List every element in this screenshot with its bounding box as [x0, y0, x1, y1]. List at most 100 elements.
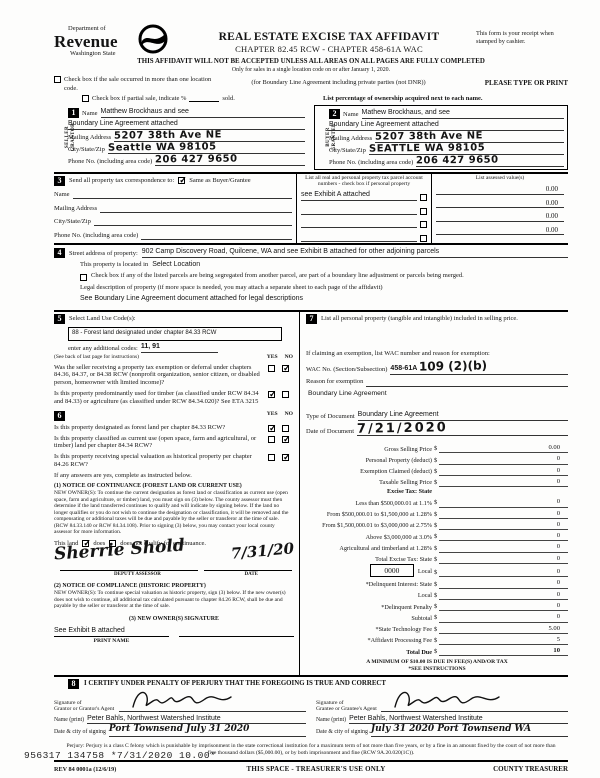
send-correspondence-label: Send all property tax correspondence to:	[69, 176, 175, 184]
same-as-buyer-checkbox[interactable]	[178, 175, 187, 187]
does-qualify-checkbox[interactable]	[82, 538, 91, 550]
personal-property-checkbox-3[interactable]	[420, 221, 427, 229]
notice3-title: (3) NEW OWNER(S) SIGNATURE	[129, 615, 219, 622]
new-owner-signature-field-2[interactable]	[179, 627, 294, 638]
street-address-value: 902 Camp Discovery Road, Quilcene, WA an…	[141, 247, 440, 255]
forest-no-checkbox[interactable]	[282, 424, 289, 432]
deputy-date-line[interactable]	[204, 569, 292, 571]
grantee-date-field[interactable]: July 31 2020 Port Townsend WA	[370, 724, 568, 737]
exemption-no-checkbox[interactable]	[282, 363, 291, 374]
grantor-name-label: Name (print)	[54, 717, 85, 724]
see-back-note: (See back of last page for instructions)	[54, 353, 139, 360]
assessed-value-2: 0.00	[436, 199, 564, 209]
corr-name-field[interactable]	[72, 190, 292, 200]
buyer-name-field[interactable]: Mathew Brockhaus, and see	[361, 109, 564, 119]
section1-badge: 1	[68, 107, 79, 118]
local-code-box[interactable]: 0000	[369, 564, 414, 578]
grantor-sig-label-2: Grantor or Grantor's Agent	[54, 706, 115, 713]
deputy-signature-line[interactable]	[60, 569, 198, 571]
type-of-document-field[interactable]: Boundary Line Agreement	[357, 411, 568, 422]
no-header-2: NO	[284, 410, 293, 417]
additional-codes-field[interactable]: 11, 91	[140, 343, 218, 353]
revenue-swirl-icon	[138, 24, 168, 57]
partial-sale-percent-field[interactable]	[189, 95, 220, 102]
segregated-checkbox[interactable]	[80, 273, 87, 281]
form-number: REV 84 0001a (12/6/19)	[54, 765, 117, 773]
type-of-document-label: Type of Document	[306, 412, 355, 420]
currency-sign: $	[434, 445, 438, 453]
seller-phone-field[interactable]: 206 427 9650	[155, 153, 305, 166]
timber-no-checkbox[interactable]	[282, 391, 289, 399]
personal-property-checkbox-4[interactable]	[420, 234, 427, 242]
deputy-assessor-label: DEPUTY ASSESSOR	[114, 571, 161, 577]
currency-sign: $	[434, 479, 438, 487]
total-due-value: 10	[439, 647, 568, 657]
buyer-name-label: Name	[343, 110, 359, 118]
segregated-label: Check box if any of the listed parcels a…	[91, 272, 464, 280]
corr-address-field[interactable]	[100, 204, 292, 213]
header-row-b: Check box if partial sale, indicate % so…	[54, 94, 568, 103]
forest-yes-checkbox[interactable]	[268, 423, 277, 434]
does-not-qualify-checkbox[interactable]	[109, 540, 117, 548]
wac-no-label: WAC No. (Section/Subsection)	[306, 366, 388, 374]
corr-name-label: Name	[54, 191, 70, 199]
historic-no-checkbox[interactable]	[282, 452, 291, 464]
left-column: 5 Select Land Use Code(s): 88 - Forest l…	[53, 312, 300, 676]
assessed-value-3: 0.00	[436, 212, 564, 222]
deputy-assessor-signature-zone[interactable]: Sherrie Shold 7/31/20 DEPUTY ASSESSOR DA…	[53, 535, 294, 580]
grantee-name-label: Name (print)	[316, 717, 347, 724]
perjury-statement: Perjury: Perjury is a class C felony whi…	[66, 742, 556, 756]
date-of-document-field[interactable]: 7/21/2020	[357, 420, 568, 437]
grantor-name-value: Peter Bahls, Northwest Watershed Institu…	[87, 714, 221, 722]
buyer-city-field[interactable]: SEATTLE WA 98105	[369, 142, 564, 155]
seller-address-field[interactable]: 5207 38th Ave NE	[114, 129, 305, 142]
section8-certification: 8 I CERTIFY UNDER PENALTY OF PERJURY THA…	[54, 675, 568, 738]
form-subtitle: CHAPTER 82.45 RCW - CHAPTER 458-61A WAC	[235, 44, 423, 55]
personal-property-checkbox-2[interactable]	[420, 207, 427, 215]
currentuse-no-checkbox[interactable]	[282, 434, 291, 445]
seller-city-field[interactable]: Seattle WA 98105	[108, 141, 305, 154]
buyer-grantee-box: BUYER GRANTEE 2 Name Mathew Brockhaus, a…	[314, 104, 568, 170]
wac-prefix: 458-61A	[390, 364, 418, 372]
exemption-yes-checkbox[interactable]	[268, 364, 275, 372]
location-select[interactable]: Select Location	[152, 260, 201, 268]
grantee-name-field[interactable]: Peter Bahls, Northwest Watershed Institu…	[349, 715, 568, 725]
parcel-field-3[interactable]	[301, 219, 417, 229]
grantor-signature-field[interactable]	[119, 692, 306, 713]
timber-yes-checkbox[interactable]	[268, 389, 277, 400]
grantee-sig-label-1: Signature of	[316, 699, 344, 706]
header-row-a: Check box if the sale occurred in more t…	[54, 76, 568, 92]
personal-property-checkbox-1[interactable]	[420, 194, 427, 202]
parcel-field-1[interactable]: see Exhibit A attached	[301, 191, 417, 202]
seller-name-field[interactable]: Matthew Brockhaus and see	[100, 108, 305, 118]
date-of-document-label: Date of Document	[306, 427, 355, 435]
currentuse-yes-checkbox[interactable]	[268, 435, 275, 443]
tier1-label: Less than $500,000.01 at 1.1%	[355, 499, 432, 507]
currency-sign: $	[434, 637, 438, 645]
buyer-name2-field[interactable]: Boundary Line Agreement attached	[329, 121, 564, 131]
multi-location-checkbox[interactable]	[54, 76, 61, 84]
receipt-note: This form is your receipt when stamped b…	[476, 30, 554, 46]
buyer-address-field[interactable]: 5207 38th Ave NE	[375, 130, 564, 143]
historic-yes-checkbox[interactable]	[268, 454, 275, 462]
wac-no-field[interactable]: 458-61A 109 (2)(b)	[390, 358, 568, 375]
taxable-price-label: Taxable Selling Price	[379, 479, 432, 487]
exemption-claimed-label: Exemption Claimed (deduct)	[360, 468, 432, 476]
seller-name2-field[interactable]: Boundary Line Agreement attached	[68, 120, 305, 130]
grantor-name-field[interactable]: Peter Bahls, Northwest Watershed Institu…	[87, 715, 306, 725]
land-use-code-select[interactable]: 88 - Forest land designated under chapte…	[68, 327, 282, 341]
parcel-field-4[interactable]	[301, 233, 417, 242]
street-address-field[interactable]: 902 Camp Discovery Road, Quilcene, WA an…	[141, 247, 568, 258]
yes-header-2: YES	[266, 410, 278, 417]
parcel-field-2[interactable]	[301, 206, 417, 215]
currency-sign: $	[434, 522, 438, 529]
grantor-date-field[interactable]: Port Townsend July 31 2020	[108, 724, 306, 737]
partial-sale-checkbox[interactable]	[82, 94, 89, 102]
corr-phone-field[interactable]	[141, 231, 292, 240]
new-owner-signature-field-1[interactable]: See Exhibit B attached	[54, 627, 169, 638]
reason-exemption-field[interactable]	[366, 378, 568, 387]
legal-description-value: See Boundary Line Agreement document att…	[80, 294, 303, 302]
corr-city-field[interactable]	[93, 217, 292, 227]
buyer-phone-field[interactable]: 206 427 9650	[416, 154, 564, 167]
grantee-signature-field[interactable]	[381, 692, 568, 713]
